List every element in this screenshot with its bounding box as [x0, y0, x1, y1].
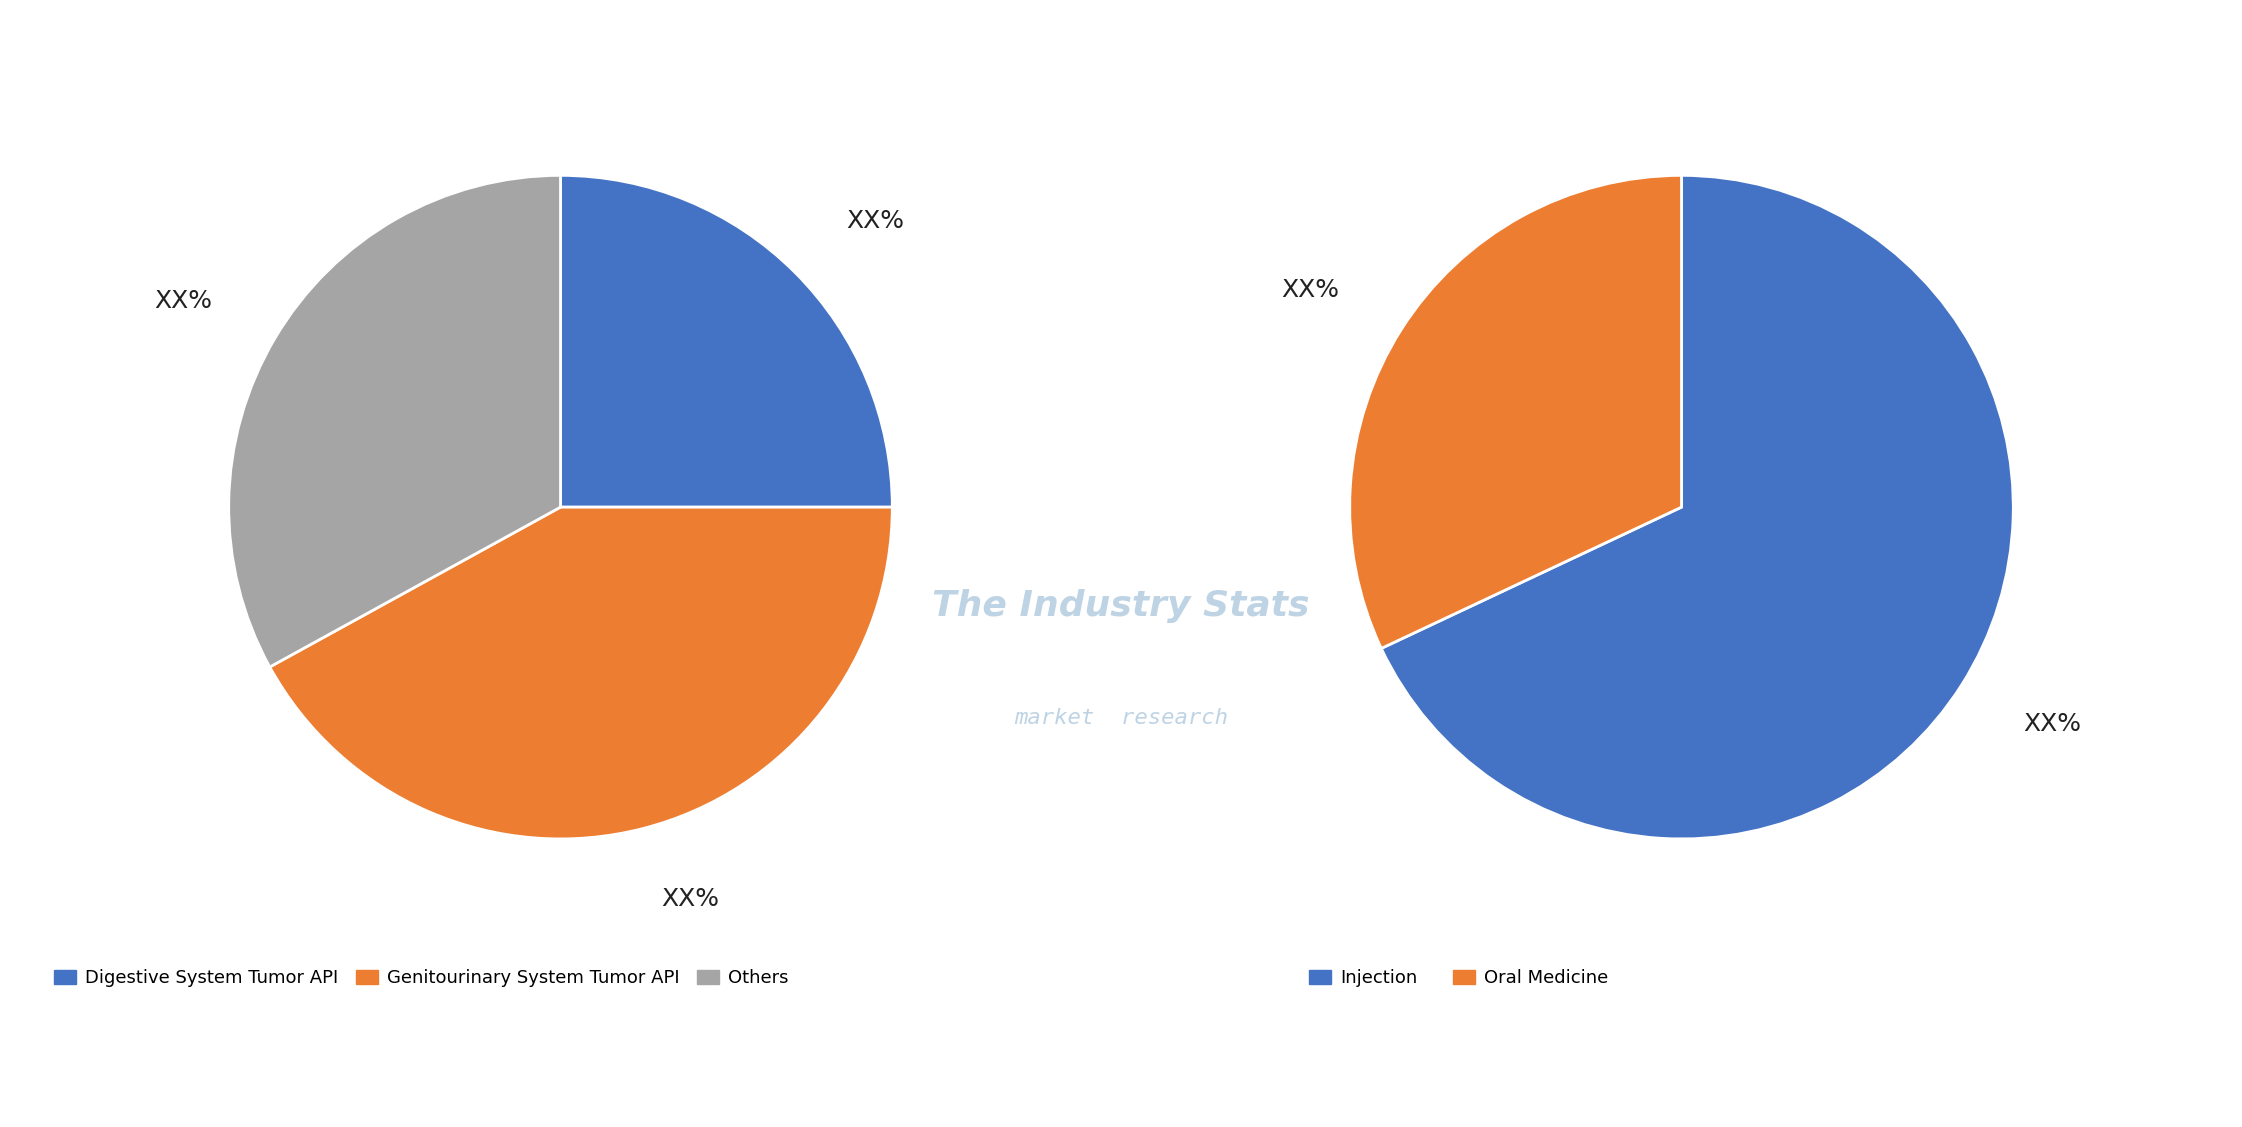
Wedge shape: [269, 507, 892, 838]
Wedge shape: [1350, 176, 1682, 648]
Text: The Industry Stats: The Industry Stats: [933, 588, 1309, 623]
Text: Email: sales@theindustrystats.com: Email: sales@theindustrystats.com: [807, 1072, 1193, 1090]
Legend: Injection, Oral Medicine: Injection, Oral Medicine: [1309, 969, 1608, 987]
Text: XX%: XX%: [1282, 278, 1341, 302]
Wedge shape: [229, 176, 560, 667]
Text: market  research: market research: [1013, 709, 1229, 728]
Text: XX%: XX%: [155, 290, 213, 313]
Text: Website: www.theindustrystats.com: Website: www.theindustrystats.com: [1569, 1072, 1968, 1090]
Text: XX%: XX%: [2022, 712, 2081, 736]
Wedge shape: [560, 176, 892, 507]
Text: XX%: XX%: [847, 208, 906, 233]
Text: Source: Theindustrystats Analysis: Source: Theindustrystats Analysis: [22, 1072, 397, 1090]
Text: Fig. Global Antitumor API Market Share by Product Types & Application: Fig. Global Antitumor API Market Share b…: [27, 37, 1146, 65]
Text: XX%: XX%: [661, 887, 720, 912]
Wedge shape: [1381, 176, 2013, 838]
